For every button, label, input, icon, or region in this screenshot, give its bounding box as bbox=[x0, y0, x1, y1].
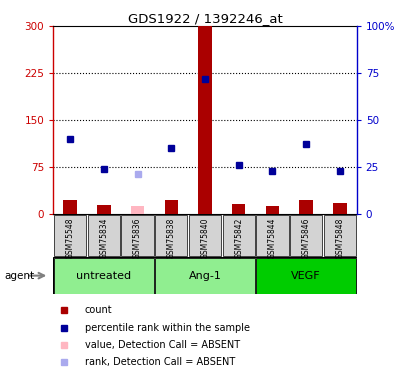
Title: GDS1922 / 1392246_at: GDS1922 / 1392246_at bbox=[127, 12, 282, 25]
Text: GSM75848: GSM75848 bbox=[335, 217, 344, 259]
FancyBboxPatch shape bbox=[189, 214, 220, 256]
Bar bbox=[164, 200, 178, 214]
Text: GSM75840: GSM75840 bbox=[200, 217, 209, 259]
FancyBboxPatch shape bbox=[289, 214, 321, 256]
Text: rank, Detection Call = ABSENT: rank, Detection Call = ABSENT bbox=[85, 357, 234, 367]
Text: Ang-1: Ang-1 bbox=[188, 271, 221, 280]
FancyBboxPatch shape bbox=[155, 214, 187, 256]
Text: GSM75846: GSM75846 bbox=[301, 217, 310, 259]
FancyBboxPatch shape bbox=[256, 258, 355, 294]
Bar bbox=[97, 205, 110, 214]
Text: agent: agent bbox=[4, 271, 34, 280]
FancyBboxPatch shape bbox=[88, 214, 120, 256]
FancyBboxPatch shape bbox=[323, 214, 355, 256]
FancyBboxPatch shape bbox=[54, 214, 86, 256]
Bar bbox=[231, 204, 245, 214]
Bar bbox=[299, 200, 312, 214]
Text: untreated: untreated bbox=[76, 271, 131, 280]
Text: count: count bbox=[85, 305, 112, 315]
Text: GSM75838: GSM75838 bbox=[166, 217, 175, 259]
Text: percentile rank within the sample: percentile rank within the sample bbox=[85, 323, 249, 333]
Text: value, Detection Call = ABSENT: value, Detection Call = ABSENT bbox=[85, 340, 239, 350]
Text: GSM75844: GSM75844 bbox=[267, 217, 276, 259]
Bar bbox=[198, 26, 211, 214]
Text: GSM75548: GSM75548 bbox=[65, 217, 74, 259]
Bar bbox=[63, 200, 77, 214]
FancyBboxPatch shape bbox=[155, 258, 254, 294]
Bar bbox=[265, 206, 279, 214]
FancyBboxPatch shape bbox=[256, 214, 288, 256]
Bar bbox=[332, 202, 346, 214]
FancyBboxPatch shape bbox=[54, 258, 153, 294]
Text: GSM75842: GSM75842 bbox=[234, 217, 243, 259]
FancyBboxPatch shape bbox=[121, 214, 153, 256]
Text: GSM75834: GSM75834 bbox=[99, 217, 108, 259]
FancyBboxPatch shape bbox=[222, 214, 254, 256]
Bar bbox=[130, 206, 144, 214]
Text: GSM75836: GSM75836 bbox=[133, 217, 142, 259]
Text: VEGF: VEGF bbox=[291, 271, 320, 280]
